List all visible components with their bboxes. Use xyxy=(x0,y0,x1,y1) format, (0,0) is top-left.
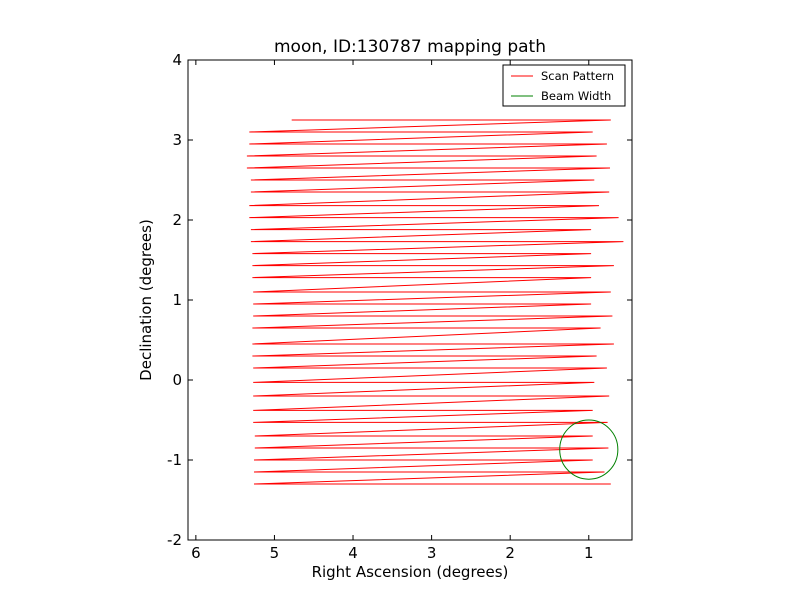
beam-width-circle xyxy=(559,419,619,480)
y-tick-label: 2 xyxy=(172,211,182,229)
chart-title: moon, ID:130787 mapping path xyxy=(274,37,546,57)
scan-pattern-line xyxy=(246,119,624,485)
x-tick-label: 2 xyxy=(505,544,515,562)
x-tick-label: 4 xyxy=(348,544,358,562)
x-tick-label: 5 xyxy=(270,544,280,562)
x-tick-label: 1 xyxy=(584,544,594,562)
y-axis-label: Declination (degrees) xyxy=(137,219,155,381)
legend-label-scan-pattern: Scan Pattern xyxy=(541,69,614,83)
plot-frame xyxy=(187,59,633,541)
axis-ticks: 6 5 4 3 2 1 -2 -1 0 1 2 3 4 xyxy=(167,51,632,562)
y-tick-label: -2 xyxy=(167,531,182,549)
y-tick-label: 3 xyxy=(172,131,182,149)
plot-area: 6 5 4 3 2 1 -2 -1 0 1 2 3 4 xyxy=(167,51,633,562)
chart-marks xyxy=(246,119,624,485)
x-axis-label: Right Ascension (degrees) xyxy=(312,563,509,581)
x-tick-label: 6 xyxy=(191,544,201,562)
y-tick-label: -1 xyxy=(167,451,182,469)
legend-label-beam-width: Beam Width xyxy=(541,89,611,103)
y-tick-label: 1 xyxy=(172,291,182,309)
legend-box xyxy=(502,64,626,107)
legend: Scan Pattern Beam Width xyxy=(502,64,626,107)
y-tick-label: 4 xyxy=(172,51,182,69)
x-tick-label: 3 xyxy=(427,544,437,562)
y-tick-label: 0 xyxy=(172,371,182,389)
